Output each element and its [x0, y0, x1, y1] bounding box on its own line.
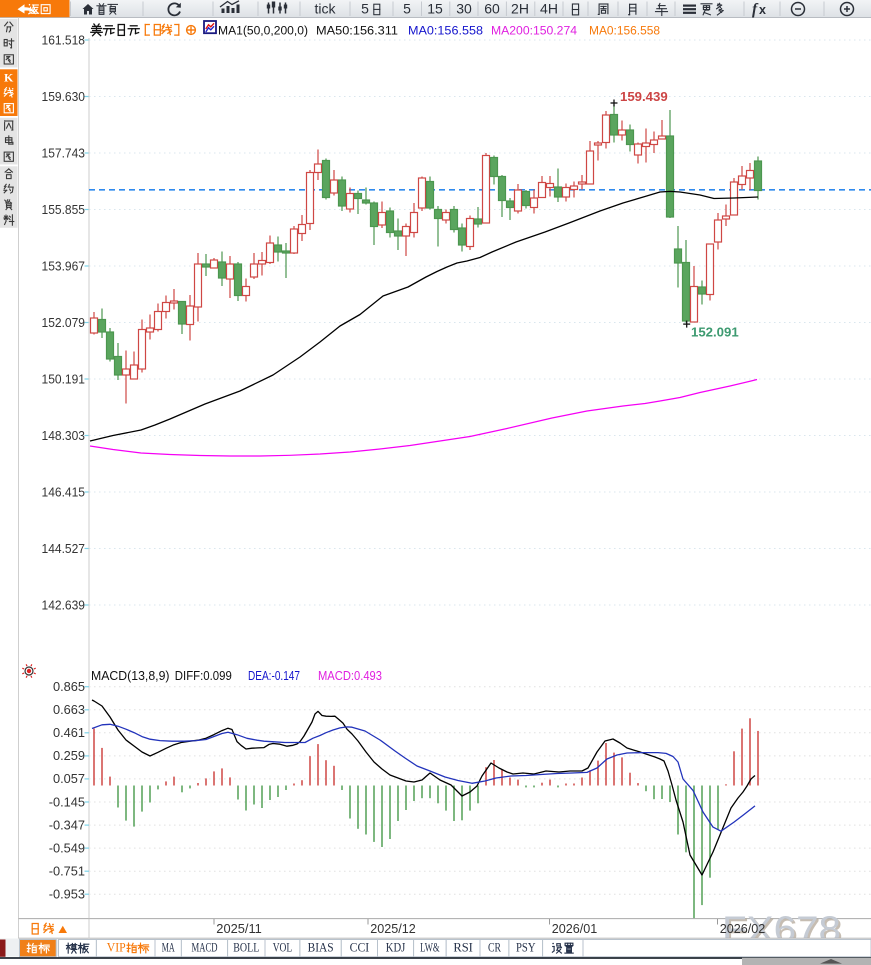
svg-text:5: 5 [403, 1, 411, 17]
svg-text:152.091: 152.091 [691, 325, 739, 340]
svg-text:60: 60 [484, 1, 500, 17]
svg-text:2025/11: 2025/11 [216, 921, 261, 936]
svg-text:2025/12: 2025/12 [370, 921, 416, 936]
svg-text:-0.953: -0.953 [49, 887, 85, 902]
svg-text:161.518: 161.518 [42, 32, 86, 47]
svg-text:MA50:156.311: MA50:156.311 [316, 24, 398, 38]
svg-text:BOLL: BOLL [233, 939, 259, 954]
svg-text:0.259: 0.259 [53, 748, 85, 763]
svg-text:f: f [752, 1, 759, 18]
svg-text:-0.347: -0.347 [49, 817, 85, 832]
svg-text:159.630: 159.630 [42, 89, 86, 104]
svg-text:MA0:156.558: MA0:156.558 [408, 24, 483, 38]
svg-text:155.855: 155.855 [42, 202, 86, 217]
svg-text:RSI: RSI [453, 939, 473, 954]
svg-text:MA0:156.558: MA0:156.558 [589, 24, 660, 38]
svg-text:KDJ: KDJ [386, 939, 406, 954]
svg-text:159.439: 159.439 [620, 89, 668, 104]
svg-text:146.415: 146.415 [42, 484, 86, 499]
svg-text:152.079: 152.079 [42, 315, 86, 330]
svg-text:150.191: 150.191 [42, 371, 86, 386]
svg-text:MA1(50,0,200,0): MA1(50,0,200,0) [218, 24, 308, 38]
svg-text:VOL: VOL [273, 939, 293, 954]
svg-text:5: 5 [361, 1, 369, 17]
svg-text:4H: 4H [540, 1, 558, 17]
svg-text:MA: MA [162, 939, 175, 954]
svg-text:CCI: CCI [350, 939, 370, 954]
svg-text:0.865: 0.865 [53, 679, 85, 694]
svg-text:PSY: PSY [516, 939, 536, 954]
svg-text:0.663: 0.663 [53, 702, 85, 717]
svg-text:x: x [759, 3, 766, 17]
svg-text:-0.145: -0.145 [49, 794, 85, 809]
svg-text:CR: CR [488, 939, 501, 954]
svg-text:VIP: VIP [107, 939, 126, 954]
svg-text:MACD: MACD [192, 939, 218, 954]
svg-text:2026/02: 2026/02 [720, 921, 766, 936]
svg-text:-0.549: -0.549 [49, 840, 85, 855]
svg-text:0.057: 0.057 [53, 771, 85, 786]
svg-text:144.527: 144.527 [42, 541, 86, 556]
svg-text:MACD:0.493: MACD:0.493 [318, 668, 382, 683]
svg-text:-0.751: -0.751 [49, 864, 85, 879]
svg-text:MA200:150.274: MA200:150.274 [491, 24, 577, 38]
svg-text:30: 30 [456, 1, 472, 17]
svg-text:MACD(13,8,9): MACD(13,8,9) [91, 668, 170, 683]
svg-text:BIAS: BIAS [308, 939, 334, 954]
svg-text:15: 15 [427, 1, 443, 17]
svg-text:153.967: 153.967 [42, 258, 86, 273]
svg-text:2026/01: 2026/01 [552, 921, 598, 936]
svg-text:tick: tick [315, 1, 337, 17]
svg-text:K: K [4, 71, 14, 85]
svg-text:148.303: 148.303 [42, 428, 86, 443]
svg-text:2H: 2H [511, 1, 529, 17]
svg-text:DIFF:0.099: DIFF:0.099 [175, 668, 232, 683]
svg-text:157.743: 157.743 [42, 145, 86, 160]
svg-text:142.639: 142.639 [42, 597, 86, 612]
svg-text:0.461: 0.461 [53, 725, 85, 740]
svg-text:DEA:-0.147: DEA:-0.147 [248, 668, 300, 683]
svg-text:LW&: LW& [420, 939, 440, 954]
